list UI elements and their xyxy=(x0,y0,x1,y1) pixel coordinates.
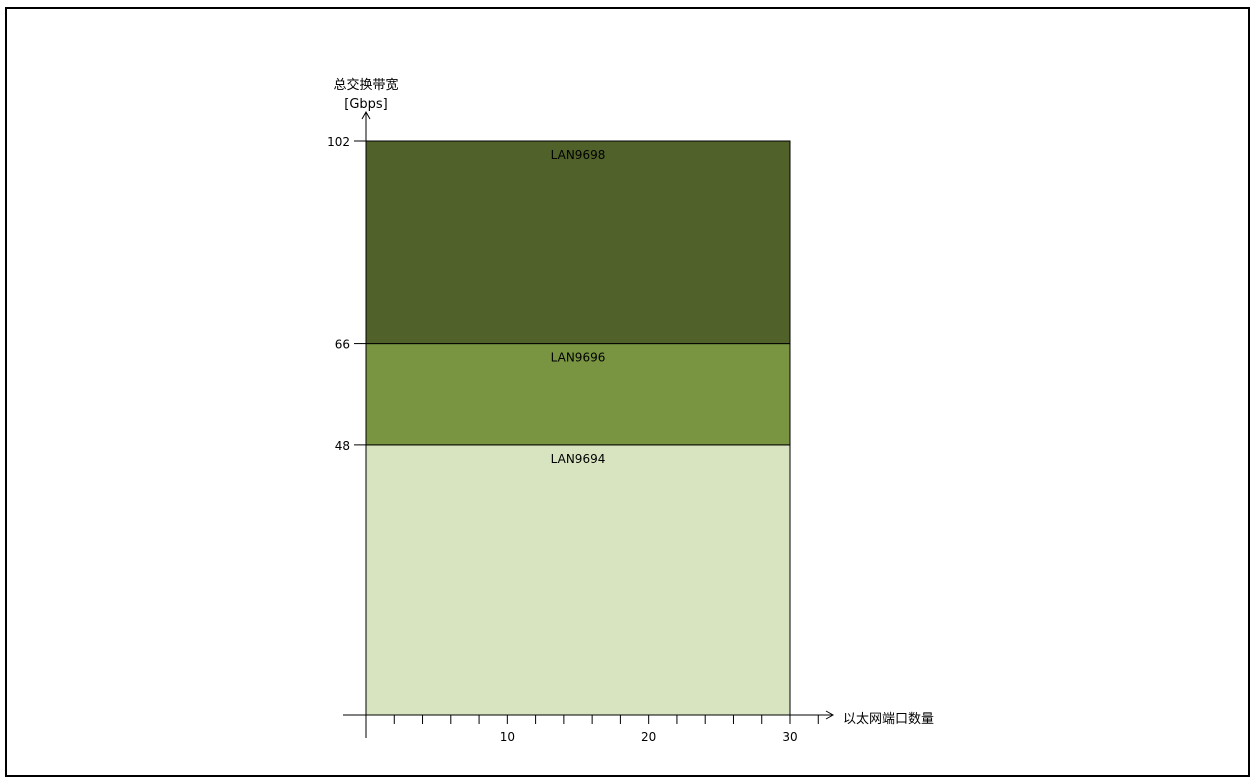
band-lan9698 xyxy=(365,140,791,345)
bands-layer: LAN9694 LAN9696 LAN9698 xyxy=(365,140,791,716)
y-tick-label: 48 xyxy=(335,439,350,453)
band-label-lan9694: LAN9694 xyxy=(551,452,606,466)
x-tick-label: 20 xyxy=(641,730,656,744)
band-lan9694 xyxy=(365,444,791,716)
y-axis-unit: [Gbps] xyxy=(344,97,388,112)
x-axis-arrow xyxy=(825,710,835,720)
y-tick-label: 102 xyxy=(327,135,350,149)
axes-layer xyxy=(343,110,835,738)
band-label-lan9698: LAN9698 xyxy=(551,148,606,162)
x-tick-label: 30 xyxy=(782,730,797,744)
ticks-layer: 10 20 30 48 66 102 xyxy=(327,135,819,744)
x-tick-label: 10 xyxy=(500,730,515,744)
x-axis-title: 以太网端口数量 xyxy=(843,712,934,727)
y-axis-arrow xyxy=(361,110,371,120)
y-tick-label: 66 xyxy=(335,338,350,352)
y-axis-title: 总交换带宽 xyxy=(333,77,398,93)
band-label-lan9696: LAN9696 xyxy=(551,351,606,365)
